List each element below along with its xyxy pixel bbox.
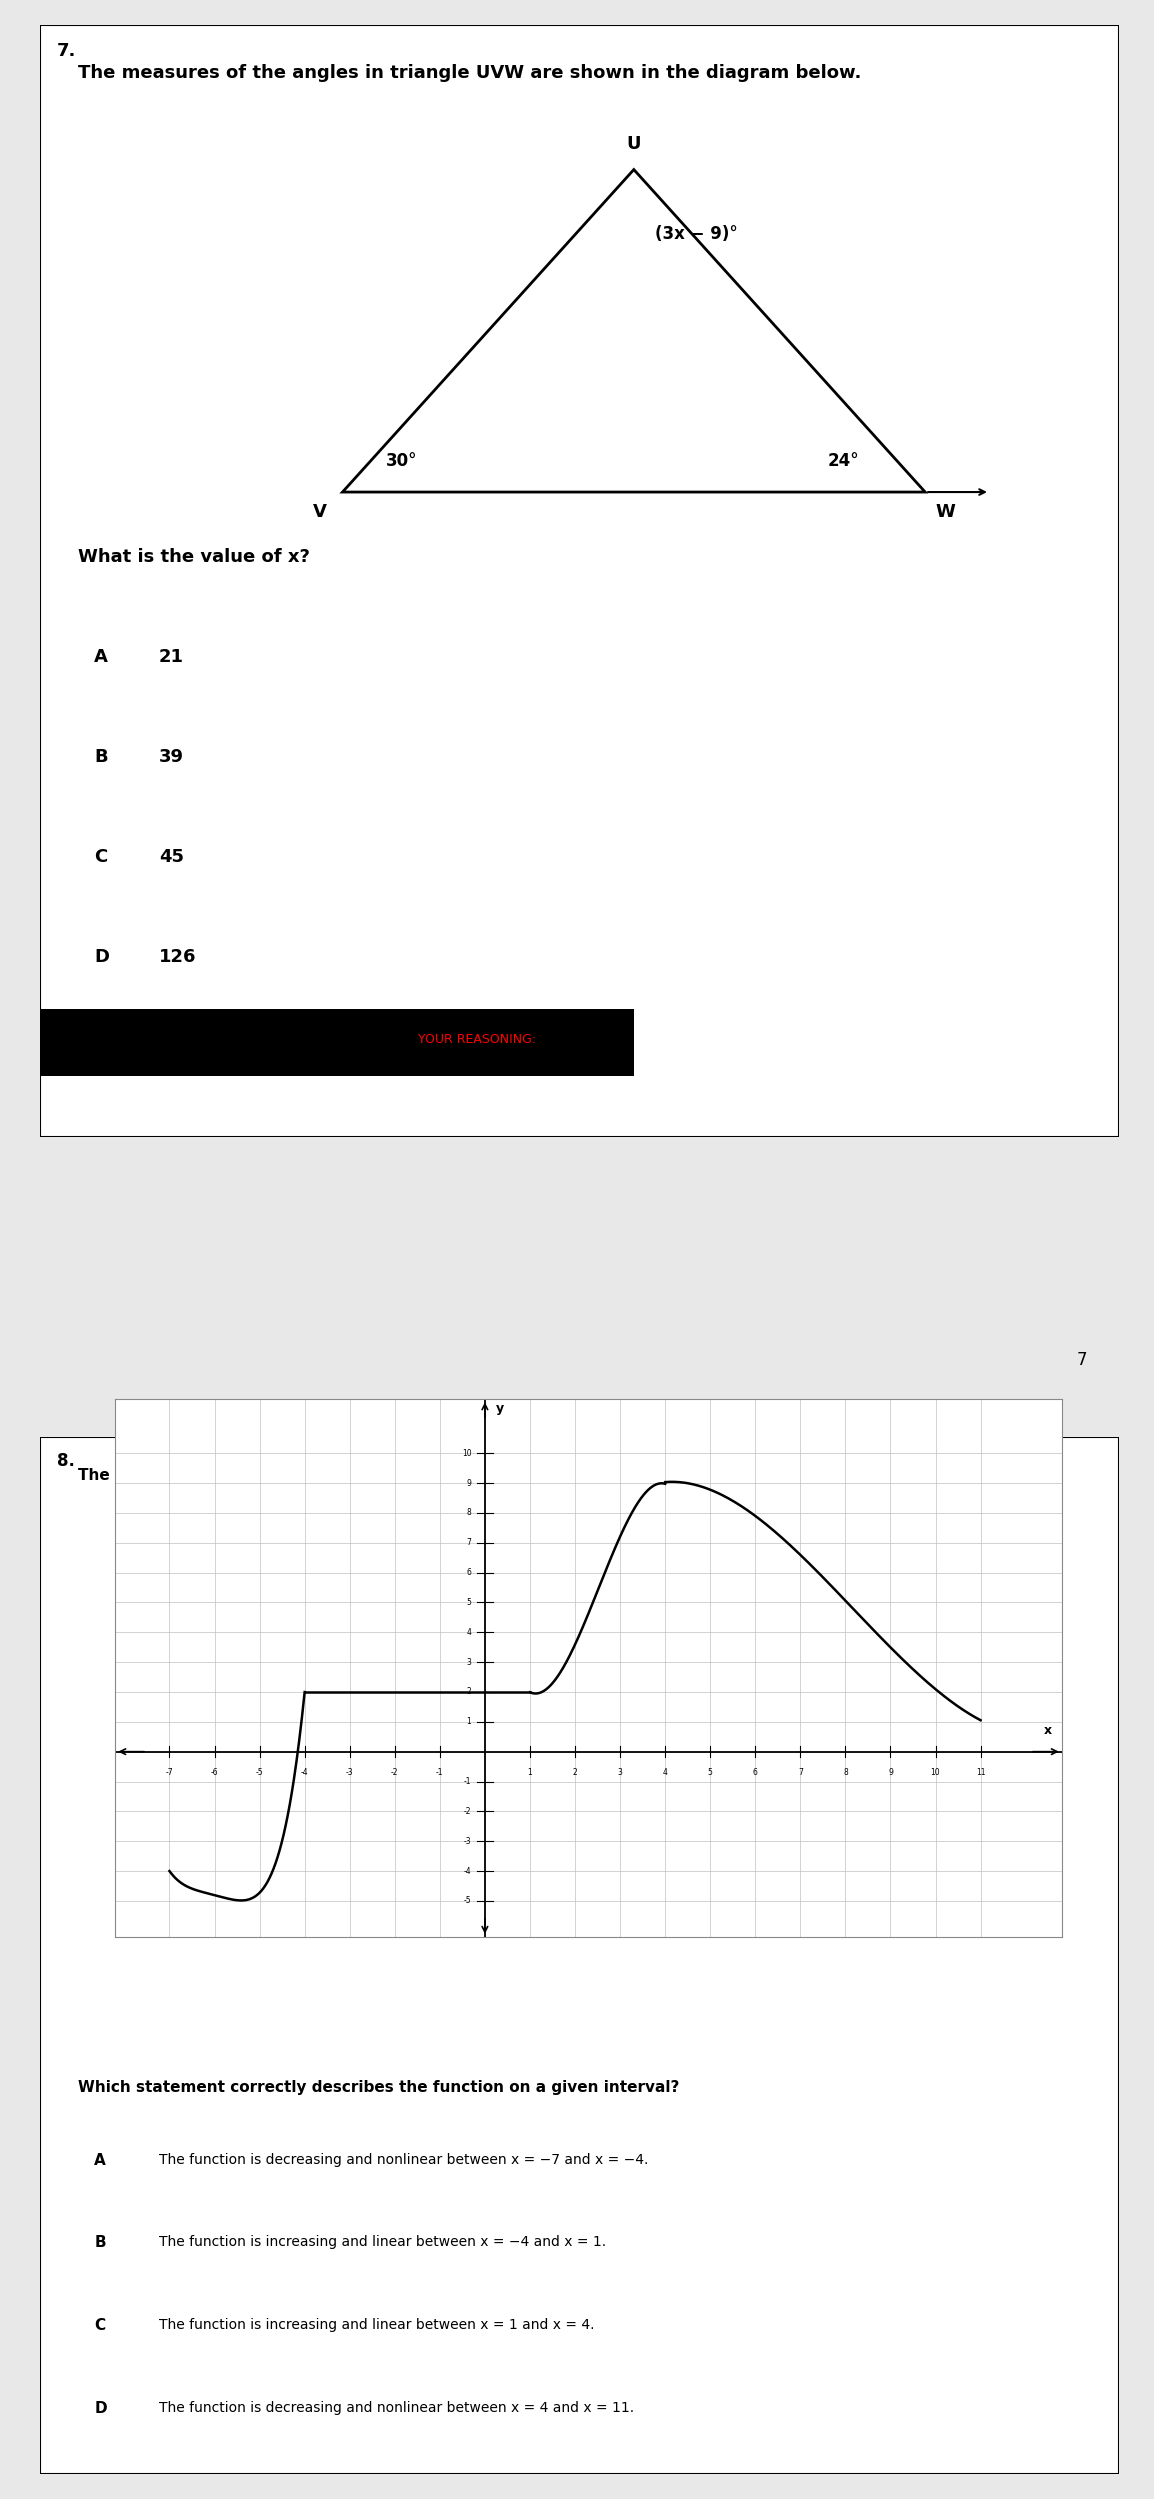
Text: 10: 10 — [930, 1769, 941, 1777]
Text: 7: 7 — [466, 1539, 471, 1547]
Text: 2: 2 — [466, 1687, 471, 1697]
Text: -1: -1 — [464, 1777, 471, 1787]
Text: 7: 7 — [1077, 1352, 1087, 1369]
Text: 5: 5 — [466, 1597, 471, 1607]
Text: YOUR REASONING:: YOUR REASONING: — [418, 1032, 537, 1045]
Text: A: A — [95, 647, 108, 665]
Text: -4: -4 — [301, 1769, 308, 1777]
Text: B: B — [95, 2237, 106, 2252]
Text: The function is decreasing and nonlinear between x = −7 and x = −4.: The function is decreasing and nonlinear… — [159, 2152, 649, 2167]
Text: -6: -6 — [211, 1769, 218, 1777]
Text: -5: -5 — [256, 1769, 263, 1777]
Text: The measures of the angles in triangle UVW are shown in the diagram below.: The measures of the angles in triangle U… — [78, 65, 862, 82]
Text: The function is increasing and linear between x = 1 and x = 4.: The function is increasing and linear be… — [159, 2319, 594, 2332]
Text: 2: 2 — [572, 1769, 577, 1777]
Text: 8: 8 — [844, 1769, 848, 1777]
Text: U: U — [627, 135, 642, 152]
Text: 8.: 8. — [57, 1452, 75, 1469]
Text: 1: 1 — [466, 1717, 471, 1727]
Text: D: D — [95, 2402, 107, 2417]
Text: 39: 39 — [159, 747, 185, 765]
Text: B: B — [95, 747, 108, 765]
Text: The graph of a function is shown on the coordinate plane below.: The graph of a function is shown on the … — [78, 1467, 631, 1482]
Text: 7: 7 — [797, 1769, 803, 1777]
Text: 6: 6 — [466, 1567, 471, 1577]
Text: -2: -2 — [391, 1769, 398, 1777]
Text: C: C — [95, 2319, 105, 2334]
Text: -1: -1 — [436, 1769, 443, 1777]
Text: 21: 21 — [159, 647, 185, 665]
Text: 4: 4 — [466, 1627, 471, 1637]
Text: -5: -5 — [464, 1897, 471, 1904]
Text: -3: -3 — [464, 1837, 471, 1847]
Text: 9: 9 — [889, 1769, 893, 1777]
Text: 5: 5 — [707, 1769, 713, 1777]
Text: -4: -4 — [464, 1867, 471, 1877]
Text: 1: 1 — [527, 1769, 532, 1777]
Text: -7: -7 — [166, 1769, 173, 1777]
Text: y: y — [496, 1402, 504, 1414]
Text: (3x − 9)°: (3x − 9)° — [655, 225, 739, 242]
Text: D: D — [95, 947, 110, 967]
Text: 30°: 30° — [385, 452, 417, 470]
Text: W: W — [936, 502, 956, 522]
Text: 126: 126 — [159, 947, 196, 967]
Bar — [40, 1010, 634, 1077]
Text: 7.: 7. — [57, 42, 76, 60]
Text: V: V — [313, 502, 327, 522]
Text: -2: -2 — [464, 1807, 471, 1817]
Text: 6: 6 — [752, 1769, 758, 1777]
Text: 8: 8 — [466, 1509, 471, 1517]
Text: -3: -3 — [346, 1769, 353, 1777]
Text: 10: 10 — [462, 1449, 471, 1457]
Text: The function is decreasing and nonlinear between x = 4 and x = 11.: The function is decreasing and nonlinear… — [159, 2402, 635, 2417]
Text: 11: 11 — [976, 1769, 986, 1777]
Text: 9: 9 — [466, 1479, 471, 1487]
Text: 3: 3 — [617, 1769, 622, 1777]
Text: What is the value of x?: What is the value of x? — [78, 547, 310, 565]
Text: 3: 3 — [466, 1657, 471, 1667]
Text: x: x — [1044, 1724, 1052, 1737]
Text: 45: 45 — [159, 847, 185, 867]
Text: A: A — [95, 2152, 106, 2167]
Text: The function is increasing and linear between x = −4 and x = 1.: The function is increasing and linear be… — [159, 2237, 606, 2249]
Text: Which statement correctly describes the function on a given interval?: Which statement correctly describes the … — [78, 2079, 680, 2094]
Text: 24°: 24° — [829, 452, 860, 470]
Text: 4: 4 — [662, 1769, 667, 1777]
Text: C: C — [95, 847, 107, 867]
